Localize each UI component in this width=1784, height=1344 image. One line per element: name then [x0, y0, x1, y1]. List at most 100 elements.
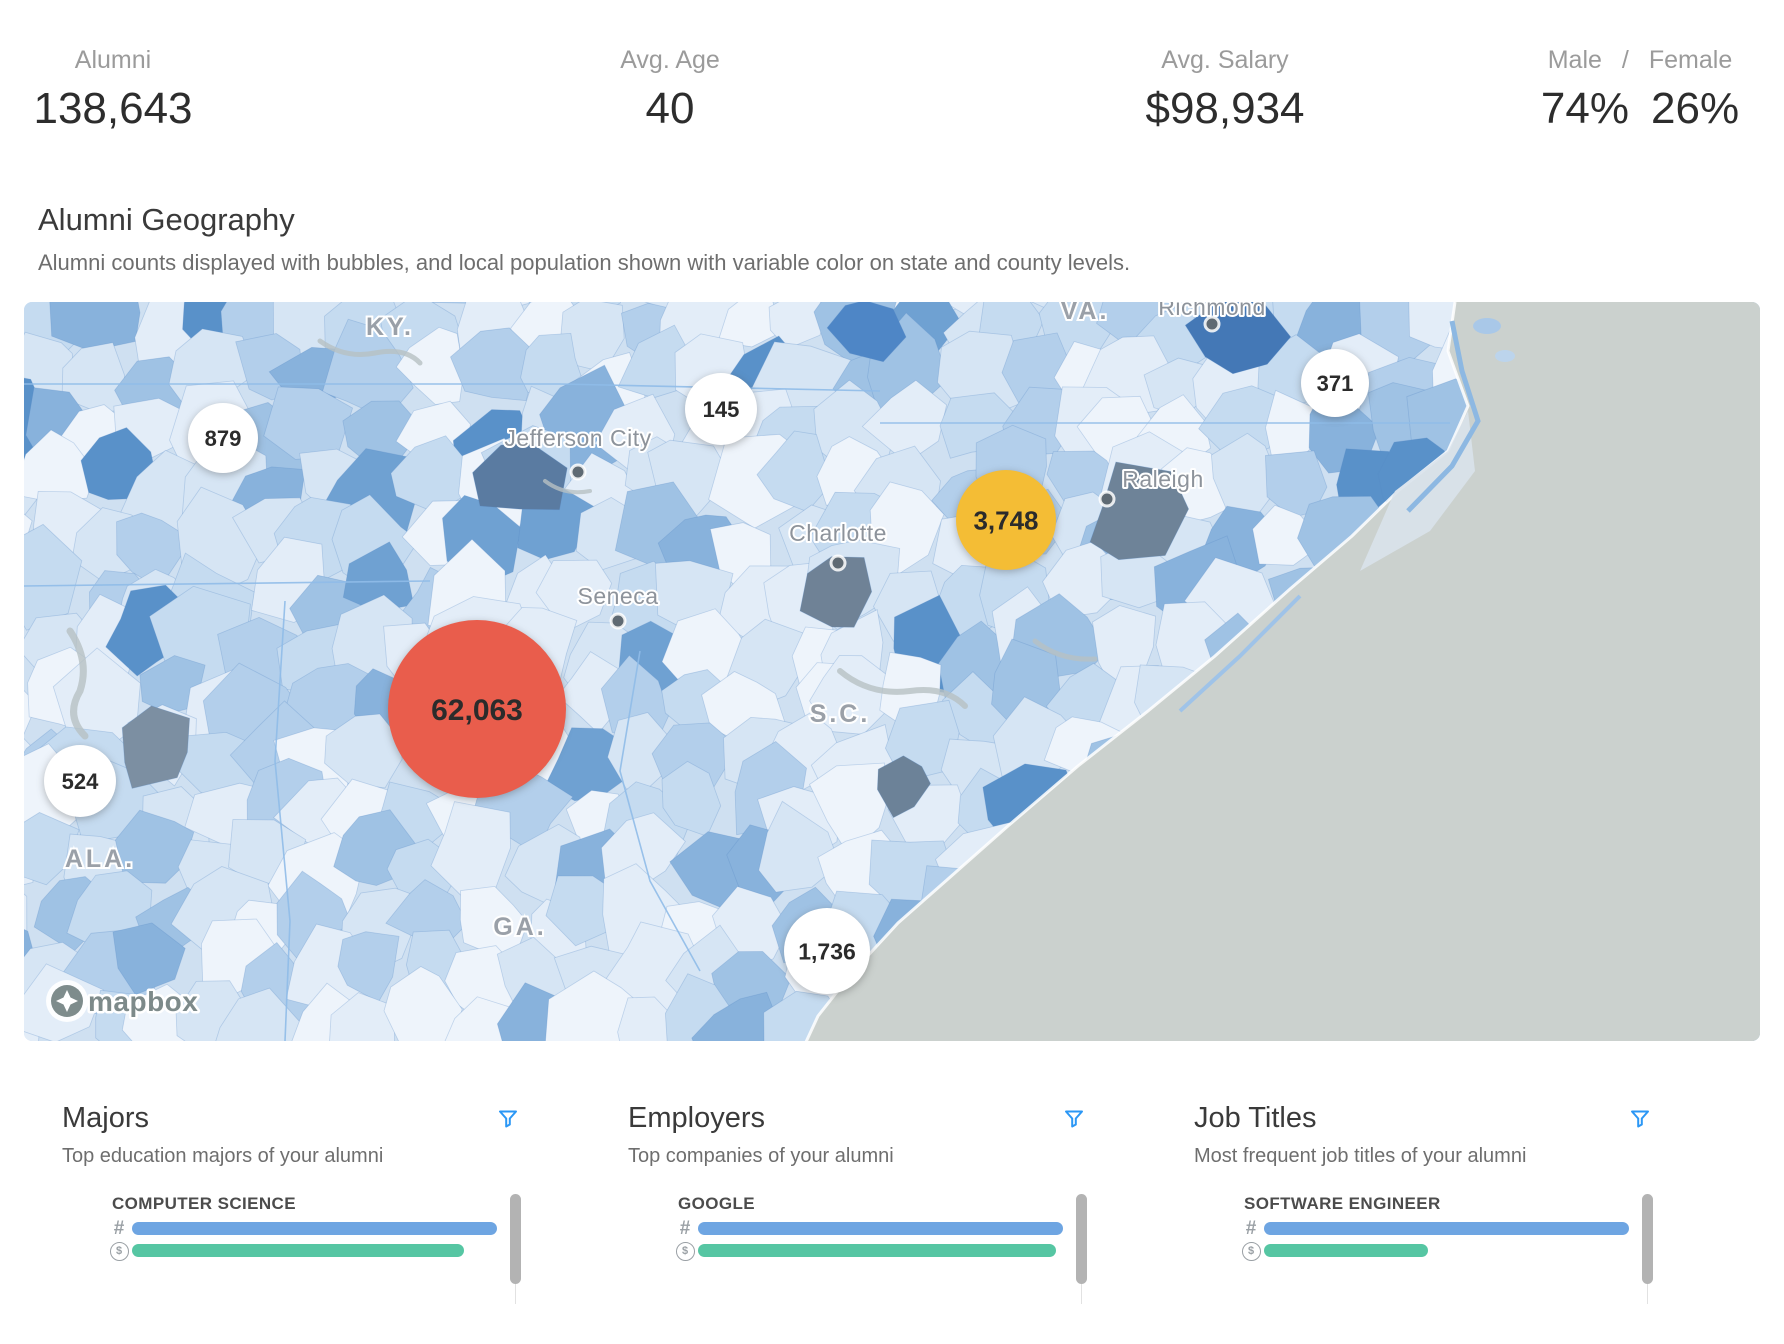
state-label: KY. — [366, 313, 414, 341]
state-labels-layer: KY. VA. ALA. GA. S.C. — [63, 302, 1110, 943]
column-job-titles: Job Titles Most frequent job titles of y… — [1194, 1101, 1654, 1344]
alumni-geography-map[interactable]: Jefferson City Seneca Charlotte Raleigh Rich… — [24, 302, 1760, 1041]
stat-gender-values: 74% 26% — [1530, 84, 1750, 134]
count-hash-icon: # — [113, 1218, 125, 1239]
salary-dollar-icon: $ — [1240, 1241, 1262, 1261]
city-label: Richmond — [1158, 302, 1266, 320]
city-dot-charlotte — [829, 554, 847, 572]
stat-avg-salary-label: Avg. Salary — [1161, 46, 1289, 74]
job-titles-count-bar-row: # — [1240, 1218, 1654, 1239]
bubble-value: 145 — [703, 397, 740, 422]
mapbox-logo[interactable]: mapbox — [46, 980, 200, 1022]
filter-icon — [1631, 1110, 1649, 1128]
job-titles-subtitle: Most frequent job titles of your alumni — [1194, 1145, 1527, 1167]
column-majors: Majors Top education majors of your alum… — [62, 1101, 522, 1344]
majors-salary-bar-row: $ — [108, 1241, 522, 1261]
employers-top-item[interactable]: GOOGLE # $ — [628, 1194, 1088, 1261]
employers-count-bar-row: # — [674, 1219, 1088, 1238]
job-titles-salary-bar-row: $ — [1240, 1241, 1654, 1261]
city-label: Seneca — [577, 583, 658, 609]
dollar-glyph: $ — [675, 1241, 695, 1261]
salary-dollar-icon: $ — [108, 1241, 130, 1261]
stat-avg-age-value: 40 — [645, 84, 695, 133]
majors-filter-button[interactable] — [494, 1105, 522, 1136]
map-bubble-3748[interactable]: 3,748 — [956, 470, 1056, 570]
majors-scrollbar-thumb[interactable] — [510, 1194, 521, 1284]
majors-count-bar — [132, 1222, 497, 1235]
alumni-bubbles-layer: 879 145 371 3,748 62,063 524 1,736 — [44, 349, 1369, 994]
dollar-glyph: $ — [109, 1241, 129, 1261]
bubble-value: 524 — [62, 769, 99, 794]
stat-alumni-label: Alumni — [74, 46, 152, 74]
employers-header: Employers — [628, 1101, 1088, 1136]
employers-filter-button[interactable] — [1060, 1105, 1088, 1136]
bubble-value: 879 — [205, 426, 242, 451]
gender-female-value: 26% — [1651, 84, 1740, 133]
state-label: ALA. — [65, 845, 135, 873]
job-titles-scrollbar-thumb[interactable] — [1642, 1194, 1653, 1284]
state-label: S.C. — [810, 700, 871, 728]
job-titles-top-item[interactable]: SOFTWARE ENGINEER # $ — [1194, 1194, 1654, 1261]
majors-header: Majors — [62, 1101, 522, 1136]
filter-icon — [1065, 1110, 1083, 1128]
job-titles-item-label: SOFTWARE ENGINEER — [1244, 1194, 1441, 1213]
bubble-value: 62,063 — [431, 694, 523, 727]
stat-avg-age: Avg. Age 40 — [620, 46, 720, 134]
count-hash-icon: # — [1245, 1218, 1257, 1239]
gender-separator: / — [1621, 46, 1629, 74]
map-bubble-524[interactable]: 524 — [44, 745, 116, 817]
column-employers: Employers Top companies of your alumni G… — [628, 1101, 1088, 1344]
employers-salary-bar-row: $ — [674, 1241, 1088, 1261]
employers-scrollbar-thumb[interactable] — [1076, 1194, 1087, 1284]
stat-gender-label: Male / Female — [1530, 46, 1750, 74]
page-subtitle: Alumni counts displayed with bubbles, an… — [38, 250, 1131, 275]
job-titles-title: Job Titles — [1194, 1102, 1317, 1134]
city-dot-seneca — [609, 612, 627, 630]
majors-subtitle: Top education majors of your alumni — [62, 1145, 384, 1167]
majors-count-bar-row: # — [108, 1218, 522, 1239]
gender-label-female: Female — [1648, 46, 1733, 74]
state-borders-layer — [24, 383, 1450, 1041]
job-titles-salary-bar — [1264, 1244, 1429, 1257]
job-titles-count-bar — [1264, 1222, 1629, 1235]
stat-avg-age-label: Avg. Age — [620, 46, 720, 74]
map-bubble-145[interactable]: 145 — [685, 373, 757, 445]
city-dot-jefferson-city — [569, 463, 587, 481]
map-bubble-879[interactable]: 879 — [188, 403, 258, 473]
employers-item-label: GOOGLE — [678, 1194, 756, 1213]
city-label: Charlotte — [789, 520, 887, 546]
bubble-value: 371 — [1317, 371, 1354, 396]
page-title: Alumni Geography — [38, 202, 295, 237]
gender-label-male: Male — [1547, 46, 1602, 74]
employers-subtitle: Top companies of your alumni — [628, 1145, 894, 1167]
bubble-value: 1,736 — [798, 938, 856, 964]
job-titles-list: SOFTWARE ENGINEER # $ — [1194, 1194, 1654, 1344]
stat-gender: Male / Female 74% 26% — [1530, 46, 1750, 134]
city-label: Raleigh — [1122, 466, 1204, 492]
map-bubble-62063[interactable]: 62,063 — [388, 620, 566, 798]
city-label: Jefferson City — [504, 425, 651, 451]
city-dot-raleigh — [1098, 490, 1116, 508]
state-label: GA. — [493, 913, 546, 941]
employers-title: Employers — [628, 1102, 765, 1134]
salary-dollar-icon: $ — [674, 1241, 696, 1261]
dollar-glyph: $ — [1241, 1241, 1261, 1261]
state-label: VA. — [1061, 302, 1110, 325]
employers-salary-bar — [698, 1244, 1056, 1257]
choropleth-map-canvas[interactable]: Jefferson City Seneca Charlotte Raleigh Rich… — [24, 302, 1760, 1041]
map-bubble-1736[interactable]: 1,736 — [784, 908, 870, 994]
mapbox-wordmark: mapbox — [88, 986, 198, 1017]
stat-avg-salary-value: $98,934 — [1145, 84, 1305, 133]
city-dot-richmond — [1203, 315, 1221, 333]
map-bubble-371[interactable]: 371 — [1301, 349, 1369, 417]
sea-layer — [804, 302, 1760, 1041]
majors-salary-bar — [132, 1244, 465, 1257]
filter-icon — [499, 1110, 517, 1128]
majors-top-item[interactable]: COMPUTER SCIENCE # $ — [62, 1194, 522, 1261]
stat-alumni-value: 138,643 — [33, 84, 193, 133]
stat-avg-salary: Avg. Salary $98,934 — [1145, 46, 1304, 134]
gender-male-value: 74% — [1540, 84, 1629, 133]
job-titles-filter-button[interactable] — [1626, 1105, 1654, 1136]
majors-title: Majors — [62, 1102, 150, 1134]
breakdown-columns: Majors Top education majors of your alum… — [0, 1101, 1784, 1344]
